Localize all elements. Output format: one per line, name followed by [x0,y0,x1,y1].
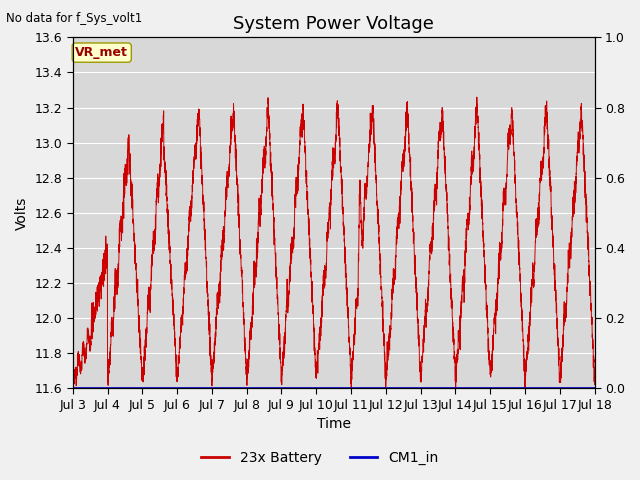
Legend: 23x Battery, CM1_in: 23x Battery, CM1_in [196,445,444,471]
Title: System Power Voltage: System Power Voltage [233,15,434,33]
X-axis label: Time: Time [317,418,351,432]
Text: No data for f_Sys_volt1: No data for f_Sys_volt1 [6,12,143,25]
Y-axis label: Volts: Volts [15,196,29,229]
Text: VR_met: VR_met [76,46,128,59]
